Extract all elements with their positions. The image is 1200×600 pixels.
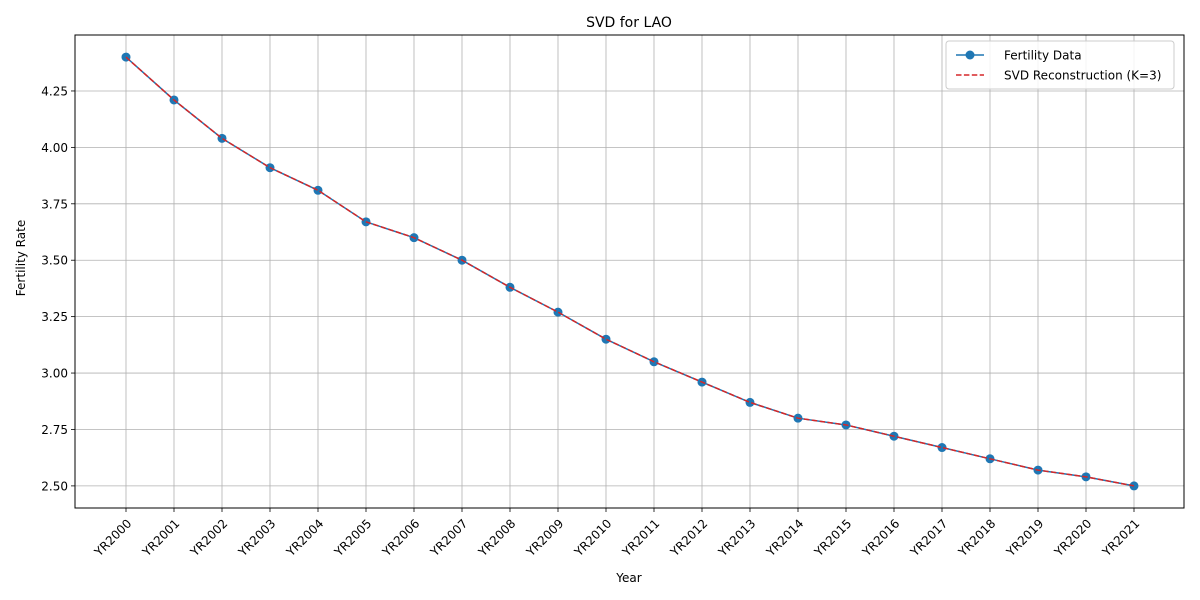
y-tick-label: 3.75 [41, 197, 68, 211]
x-tick-label: YR2005 [331, 516, 374, 559]
x-tick-label: YR2020 [1051, 516, 1094, 559]
y-tick-label: 3.50 [41, 254, 68, 268]
x-tick-label: YR2009 [523, 516, 566, 559]
legend-marker-fertility-data [965, 50, 975, 60]
axis-ticks: YR2000 YR2001 YR2002 YR2003 YR2004 YR2005 YR20… [41, 84, 1142, 559]
x-tick-label: YR2002 [187, 516, 230, 559]
y-tick-label: 2.75 [41, 423, 68, 437]
y-tick-label: 3.25 [41, 310, 68, 324]
legend-label-fertility-data: Fertility Data [1004, 49, 1082, 63]
x-tick-label: YR2007 [427, 516, 470, 559]
x-tick-label: YR2018 [955, 516, 998, 559]
x-tick-label: YR2015 [811, 516, 854, 559]
data-point-fertility-data [553, 307, 563, 317]
x-tick-label: YR2008 [475, 516, 518, 559]
x-tick-label: YR2013 [715, 516, 758, 559]
data-point-fertility-data [745, 397, 755, 407]
x-tick-label: YR2001 [139, 516, 182, 559]
plot-frame [74, 34, 1185, 509]
plot-series [121, 52, 1139, 491]
data-point-fertility-data [601, 334, 611, 344]
y-tick-label: 2.50 [41, 479, 68, 493]
legend: Fertility Data SVD Reconstruction (K=3) [945, 40, 1175, 90]
x-tick-label: YR2003 [235, 516, 278, 559]
data-point-fertility-data [313, 185, 323, 195]
data-point-fertility-data [937, 443, 947, 453]
chart-title: SVD for LAO [586, 15, 672, 31]
x-tick-label: YR2019 [1003, 516, 1046, 559]
series-line-fertility-data [125, 56, 1135, 487]
y-tick-label: 4.00 [41, 141, 68, 155]
x-tick-label: YR2012 [667, 516, 710, 559]
x-tick-label: YR2016 [859, 516, 902, 559]
x-tick-label: YR2004 [283, 516, 326, 559]
y-tick-label: 4.25 [41, 84, 68, 98]
grid-lines [75, 35, 1184, 508]
x-tick-label: YR2021 [1099, 516, 1142, 559]
x-tick-label: YR2010 [571, 516, 614, 559]
legend-box [945, 40, 1175, 90]
series-line-svd-reconstruction [125, 56, 1135, 487]
x-tick-label: YR2006 [379, 516, 422, 559]
y-tick-label: 3.00 [41, 367, 68, 381]
x-tick-label: YR2000 [91, 516, 134, 559]
x-tick-label: YR2011 [619, 516, 662, 559]
y-axis-label: Fertility Rate [14, 220, 28, 296]
x-tick-label: YR2017 [907, 516, 950, 559]
x-tick-label: YR2014 [763, 516, 806, 559]
x-axis-label: Year [615, 571, 641, 585]
legend-label-svd-reconstruction: SVD Reconstruction (K=3) [1004, 69, 1161, 83]
